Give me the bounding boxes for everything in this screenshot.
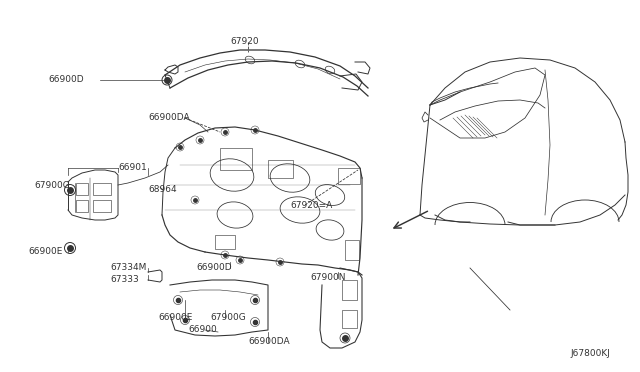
Text: 66900: 66900 — [188, 326, 217, 334]
Bar — [76, 200, 88, 212]
Text: 67334M: 67334M — [110, 263, 147, 273]
Text: 67900G: 67900G — [34, 180, 70, 189]
Text: 67900N: 67900N — [310, 273, 346, 282]
Bar — [268, 160, 293, 178]
Bar — [342, 310, 357, 328]
Text: 68964: 68964 — [148, 186, 177, 195]
Text: J67800KJ: J67800KJ — [570, 349, 610, 358]
Bar — [342, 280, 357, 300]
Bar — [338, 168, 360, 184]
Bar — [76, 183, 88, 195]
Bar — [93, 200, 111, 212]
Text: 67920: 67920 — [230, 38, 259, 46]
Bar — [345, 240, 359, 260]
Text: 66900E: 66900E — [28, 247, 62, 257]
Text: 66900D: 66900D — [48, 76, 84, 84]
Bar — [215, 235, 235, 249]
Bar — [93, 183, 111, 195]
Text: 67900G: 67900G — [210, 314, 246, 323]
Text: 66900DA: 66900DA — [248, 337, 290, 346]
Text: 67333: 67333 — [110, 276, 139, 285]
Text: 67920=A: 67920=A — [290, 201, 332, 209]
Text: 66901: 66901 — [118, 164, 147, 173]
Text: 66900D: 66900D — [196, 263, 232, 273]
Bar — [220, 148, 252, 170]
Text: 66900DA: 66900DA — [148, 113, 189, 122]
Text: 66900E: 66900E — [158, 314, 193, 323]
